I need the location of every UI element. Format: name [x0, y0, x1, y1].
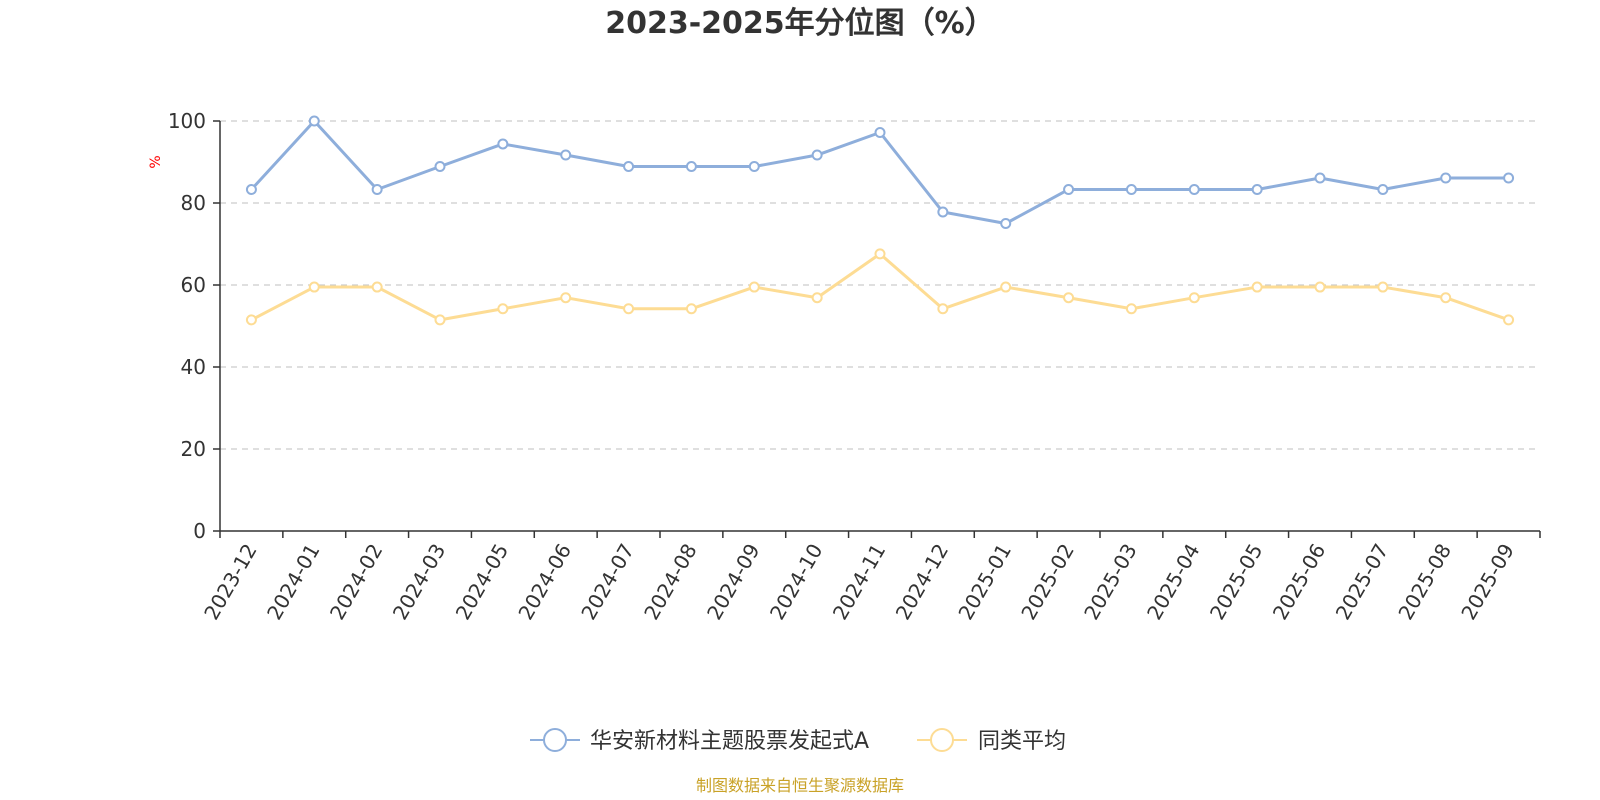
data-point — [1377, 281, 1389, 293]
data-point — [811, 292, 823, 304]
data-point — [1251, 281, 1263, 293]
data-point — [937, 206, 949, 218]
x-tick-label: 2025-04 — [1142, 540, 1205, 624]
legend-marker — [543, 728, 567, 752]
x-tick-label: 2024-12 — [891, 540, 954, 624]
x-tick-label: 2025-07 — [1331, 540, 1394, 624]
data-point — [937, 303, 949, 315]
data-point — [1314, 172, 1326, 184]
data-point — [1440, 292, 1452, 304]
x-tick-label: 2025-01 — [953, 540, 1016, 624]
data-point — [1125, 303, 1137, 315]
data-point — [1000, 218, 1012, 229]
data-point — [811, 149, 823, 161]
x-tick-label: 2025-08 — [1393, 540, 1456, 624]
data-point — [1125, 183, 1137, 195]
data-point — [1503, 172, 1515, 184]
y-tick-label: 100 — [168, 109, 206, 133]
legend: 华安新材料主题股票发起式A 同类平均 — [530, 728, 1066, 754]
x-tick-label: 2025-02 — [1016, 540, 1079, 624]
data-point — [308, 281, 320, 293]
data-point — [1063, 183, 1075, 195]
data-point — [245, 183, 257, 195]
data-point — [560, 149, 572, 161]
data-point — [685, 161, 697, 173]
data-point — [308, 115, 320, 127]
chart-title: 2023-2025年分位图（%） — [605, 6, 995, 41]
x-tick-label: 2024-06 — [513, 540, 576, 624]
x-tick-label: 2024-08 — [639, 540, 702, 624]
legend-label: 华安新材料主题股票发起式A — [590, 729, 869, 754]
data-point — [434, 314, 446, 326]
x-tick-label: 2023-12 — [199, 540, 262, 624]
x-tick-label: 2025-06 — [1268, 540, 1331, 624]
x-tick-label: 2024-11 — [828, 540, 891, 624]
data-point — [497, 138, 509, 150]
x-tick-label: 2024-05 — [451, 540, 514, 624]
data-point — [1503, 314, 1515, 326]
y-tick-label: 60 — [181, 273, 206, 297]
data-point — [1188, 183, 1200, 195]
x-tick-label: 2025-05 — [1205, 540, 1268, 624]
data-point — [371, 281, 383, 293]
x-tick-label: 2024-01 — [262, 540, 325, 624]
data-point — [245, 314, 257, 326]
data-point — [1063, 292, 1075, 304]
y-tick-label: 40 — [181, 355, 206, 379]
gridlines — [220, 120, 1540, 450]
x-tick-label: 2024-03 — [388, 540, 451, 624]
data-point — [874, 126, 886, 138]
data-point — [623, 161, 635, 173]
data-point — [560, 292, 572, 304]
y-tick-label: 0 — [193, 519, 206, 543]
source-note: 制图数据来自恒生聚源数据库 — [696, 776, 904, 795]
data-point — [1251, 183, 1263, 195]
data-point — [497, 303, 509, 315]
series-layer — [245, 115, 1515, 326]
data-point — [371, 183, 383, 195]
data-point — [685, 303, 697, 315]
data-point — [623, 303, 635, 315]
data-point — [1314, 281, 1326, 293]
data-point — [1000, 281, 1012, 293]
y-tick-label: 20 — [181, 437, 206, 461]
data-point — [748, 161, 760, 173]
data-point — [874, 248, 886, 260]
data-point — [1440, 172, 1452, 184]
x-tick-label: 2024-07 — [576, 540, 639, 624]
x-tick-label: 2024-10 — [765, 540, 828, 624]
data-point — [1377, 183, 1389, 195]
x-tick-label: 2024-02 — [325, 540, 388, 624]
legend-marker — [930, 728, 954, 752]
x-tick-label: 2025-09 — [1456, 540, 1519, 624]
y-tick-label: 80 — [181, 191, 206, 215]
data-point — [1188, 292, 1200, 304]
y-axis-label: % — [148, 155, 164, 168]
data-point — [434, 161, 446, 173]
x-tick-label: 2025-03 — [1079, 540, 1142, 624]
legend-label: 同类平均 — [978, 729, 1066, 754]
x-tick-label: 2024-09 — [702, 540, 765, 624]
data-point — [748, 281, 760, 293]
